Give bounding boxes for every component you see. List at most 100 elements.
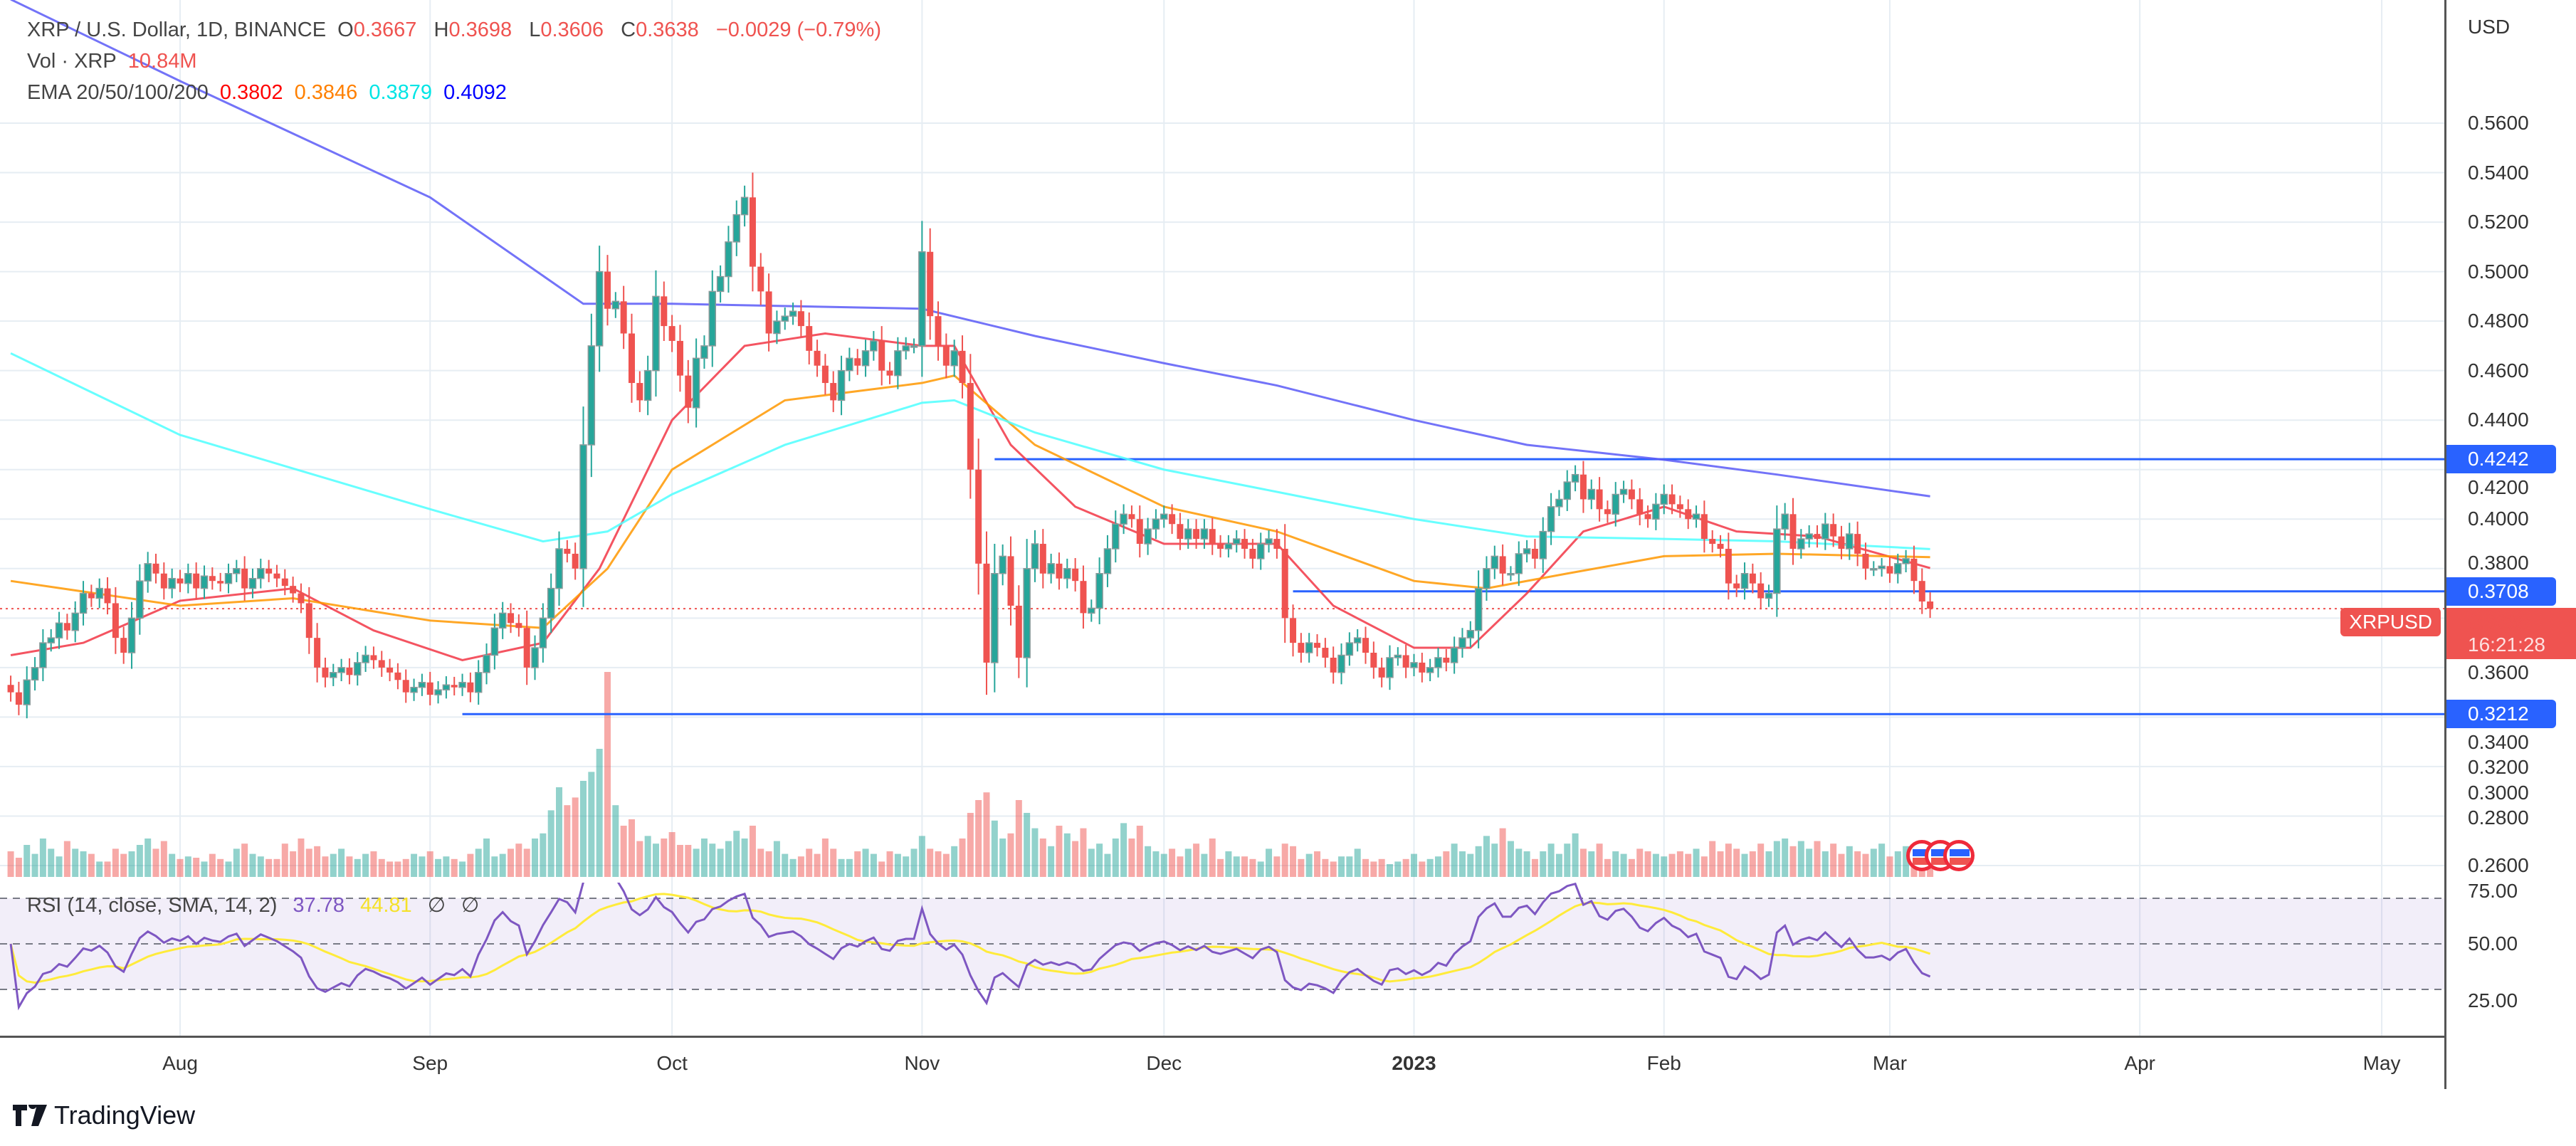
volume-bar [1564,843,1571,877]
price-chart[interactable] [0,0,2444,883]
volume-bar [1120,823,1127,877]
candle-body [104,588,111,604]
volume-bar [1322,858,1329,877]
candle-body [1305,642,1313,653]
volume-bar [1676,851,1683,877]
candle-body [1330,657,1337,673]
candle-body [991,573,999,663]
candle-body [1402,655,1409,668]
candle-body [1660,493,1668,505]
us-flag-event-icon[interactable] [1943,840,1975,871]
volume-bar [668,832,675,877]
candle-body [789,310,797,317]
candle-body [1273,539,1281,549]
candle-body [1290,618,1297,643]
candle-body [281,578,288,587]
candle-body [378,660,385,668]
price-tick-label: 0.3400 [2468,730,2529,753]
candle-body [854,358,861,366]
rsi-label[interactable]: RSI (14, close, SMA, 14, 2) [27,894,278,917]
candle-body [120,638,127,653]
rsi-chart[interactable] [0,883,2444,1036]
volume-bar [1878,843,1886,877]
volume-bar [1717,851,1724,877]
last-price-badge: 0.3638 16:21:28 [2446,607,2576,659]
volume-bar [1620,853,1627,877]
volume-bar [1458,851,1466,877]
volume-bar [1846,846,1853,877]
candle-body [806,326,813,351]
volume-bar [814,853,821,877]
candle-body [362,654,369,663]
volume-bar [564,805,571,877]
volume-bar [362,853,369,877]
volume-bar [1838,853,1845,877]
candle-body [1507,573,1515,576]
volume-bar [1652,853,1659,877]
price-axis[interactable]: USD 0.4242 0.3708 0.3638 16:21:28 0.3212 0.56… [2444,0,2576,1089]
volume-label[interactable]: Vol · XRP [27,50,117,73]
volume-bar [330,853,337,877]
volume-bar [580,781,587,877]
volume-bar [1201,853,1208,877]
time-axis[interactable]: Aug Sep Oct Nov Dec 2023 Feb Mar Apr May [0,1036,2444,1091]
volume-bar [1604,858,1611,877]
volume-bar [1782,839,1789,877]
candle-body [1619,488,1628,495]
candle-body [700,345,708,359]
candle-body [1047,563,1055,574]
candle-body [168,577,176,589]
candle-body [1846,533,1854,550]
volume-bar [48,848,55,877]
candle-body [523,628,530,668]
volume-bar [225,861,232,877]
candle-body [209,576,216,582]
ema-label[interactable]: EMA 20/50/100/200 [27,81,209,104]
volume-bar [80,851,87,877]
level-price-badge: 0.3708 [2446,577,2556,606]
candle-body [63,623,70,631]
volume-bar [1644,851,1651,877]
volume-bar [1636,848,1644,877]
volume-bar [765,851,772,877]
candle-body [1805,533,1813,540]
volume-bar [184,856,191,877]
economic-events[interactable] [1906,840,1975,871]
tradingview-logo-icon [13,1105,47,1126]
volume-bar [144,839,152,877]
volume-bar [1378,858,1385,877]
candle-body [1838,536,1845,549]
volume-bar [1806,848,1813,877]
volume-bar [1588,851,1595,877]
volume-bar [1362,858,1370,877]
candle-body [886,370,893,376]
volume-row: Vol · XRP 10.84M [27,46,887,77]
volume-bar [217,858,224,877]
candle-body [846,357,853,372]
candle-body [539,617,547,648]
candle-body [870,340,878,352]
volume-bar [773,841,780,877]
volume-bar [39,839,46,877]
volume-bar [636,841,643,877]
candle-body [1781,513,1789,530]
chart-legend: XRP / U.S. Dollar, 1D, BINANCE O0.3667 H… [27,14,887,108]
candle-body [1821,523,1829,540]
price-tick-label: 0.5400 [2468,161,2529,184]
volume-bar [419,856,426,877]
volume-bar [1434,856,1441,877]
volume-bar [1814,841,1821,877]
tradingview-logo[interactable]: TradingView [13,1100,195,1130]
candle-body [1773,528,1781,594]
volume-bar [1330,861,1337,877]
symbol-title[interactable]: XRP / U.S. Dollar, 1D, BINANCE [27,19,327,41]
volume-bar [451,858,458,877]
volume-bar [967,813,974,877]
candle-body [555,548,563,589]
candle-body [136,580,144,619]
volume-bar [63,841,70,877]
volume-bar [1145,846,1152,877]
candle-body [1830,524,1837,537]
candle-body [1443,657,1450,663]
candle-body [273,573,280,579]
